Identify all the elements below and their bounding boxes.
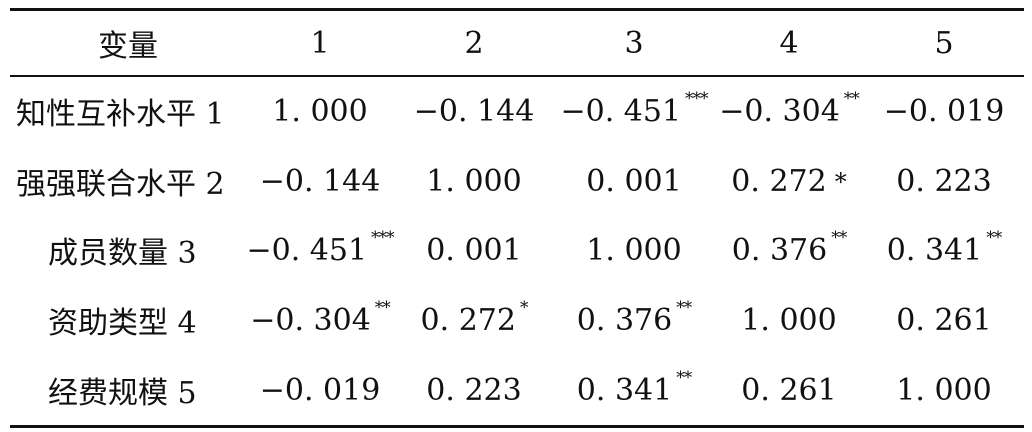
significance-marker: ** <box>843 89 860 109</box>
cell-value: 0. 376 <box>731 232 828 268</box>
row-label: 成员数量 3 <box>48 236 197 271</box>
row-label: 资助类型 4 <box>48 306 197 341</box>
table-cell: −0. 451 *** <box>554 81 714 141</box>
cell-value: 0. 376 <box>576 302 673 338</box>
significance-marker: ** <box>676 368 692 388</box>
cell-value: 0. 223 <box>896 163 992 199</box>
cell-value: −0. 144 <box>413 93 535 129</box>
table-cell: 1. 000 <box>714 290 864 350</box>
table-cell: 0. 261 <box>714 360 864 420</box>
table-cell: 1. 000 <box>554 220 714 280</box>
table-cell: −0. 019 <box>246 360 394 420</box>
table-row: 资助类型 4 −0. 304 ** 0. 272 * 0. 376 ** 1. 000… <box>10 290 1024 350</box>
significance-marker: ** <box>831 228 847 248</box>
cell-value: 1. 000 <box>426 163 522 199</box>
header-col-3: 3 <box>624 25 644 61</box>
top-rule <box>10 8 1024 11</box>
table-row: 知性互补水平 1 1. 000 −0. 144 −0. 451 *** −0. 3… <box>10 81 1024 141</box>
bottom-rule <box>10 425 1024 428</box>
table-cell: 0. 223 <box>864 151 1024 211</box>
table-cell: 0. 341 ** <box>864 220 1024 280</box>
significance-marker: ** <box>986 228 1002 248</box>
table-cell: 0. 376 ** <box>714 220 864 280</box>
row-label: 经费规模 5 <box>48 376 197 411</box>
table-cell: −0. 304 ** <box>246 290 394 350</box>
significance-marker: *** <box>685 89 708 109</box>
cell-value: 1. 000 <box>741 302 837 338</box>
significance-marker: * <box>834 168 847 196</box>
cell-value: 0. 001 <box>426 232 522 268</box>
cell-value: −0. 304 <box>719 93 840 129</box>
table-cell: 1. 000 <box>246 81 394 141</box>
cell-value: 0. 341 <box>576 372 673 408</box>
header-col-2: 2 <box>464 25 484 61</box>
table-cell: 1. 000 <box>864 360 1024 420</box>
row-label: 知性互补水平 1 <box>16 97 225 132</box>
cell-value: −0. 144 <box>259 163 381 199</box>
table-row: 成员数量 3 −0. 451 *** 0. 001 1. 000 0. 376 **… <box>10 220 1024 280</box>
table-cell: 0. 376 ** <box>554 290 714 350</box>
row-label: 强强联合水平 2 <box>16 167 225 202</box>
cell-value: 0. 001 <box>586 163 682 199</box>
table-cell: 1. 000 <box>394 151 554 211</box>
header-col-5: 5 <box>934 25 954 61</box>
header-row: 变量 1 2 3 4 5 <box>10 13 1024 73</box>
cell-value: −0. 019 <box>259 372 381 408</box>
significance-marker: ** <box>676 298 692 318</box>
header-col-4: 4 <box>779 25 799 61</box>
table-cell: 0. 272 * <box>394 290 554 350</box>
table-cell: −0. 451 *** <box>246 220 394 280</box>
table-cell: −0. 144 <box>246 151 394 211</box>
cell-value: −0. 019 <box>883 93 1005 129</box>
table-cell: 0. 341 ** <box>554 360 714 420</box>
table-cell: −0. 019 <box>864 81 1024 141</box>
cell-value: 0. 272 <box>420 302 516 338</box>
header-col-1: 1 <box>310 25 330 61</box>
cell-value: 0. 223 <box>426 372 522 408</box>
table-cell: −0. 304 ** <box>714 81 864 141</box>
correlation-table: 变量 1 2 3 4 5 知性互补水平 1 1. 000 −0. 144 −0.… <box>10 0 1024 432</box>
cell-value: 1. 000 <box>272 93 368 129</box>
table-cell: 0. 001 <box>554 151 714 211</box>
significance-marker: * <box>519 298 528 318</box>
table-row: 强强联合水平 2 −0. 144 1. 000 0. 001 0. 272 * 0… <box>10 151 1024 211</box>
significance-marker: *** <box>371 228 394 248</box>
cell-value: 0. 341 <box>886 232 983 268</box>
cell-value: 0. 272 <box>731 163 827 199</box>
table-cell: 0. 261 <box>864 290 1024 350</box>
table-row: 经费规模 5 −0. 019 0. 223 0. 341 ** 0. 261 1.… <box>10 360 1024 420</box>
table-cell: 0. 272 * <box>714 151 864 211</box>
cell-value: 1. 000 <box>586 232 682 268</box>
cell-value: 1. 000 <box>896 372 992 408</box>
cell-value: 0. 261 <box>896 302 992 338</box>
table-cell: −0. 144 <box>394 81 554 141</box>
table-cell: 0. 001 <box>394 220 554 280</box>
cell-value: 0. 261 <box>741 372 837 408</box>
cell-value: −0. 304 <box>250 302 371 338</box>
cell-value: −0. 451 <box>246 232 368 268</box>
header-variable: 变量 <box>98 29 158 64</box>
significance-marker: ** <box>374 298 391 318</box>
header-rule <box>10 75 1024 77</box>
table-cell: 0. 223 <box>394 360 554 420</box>
cell-value: −0. 451 <box>560 93 682 129</box>
